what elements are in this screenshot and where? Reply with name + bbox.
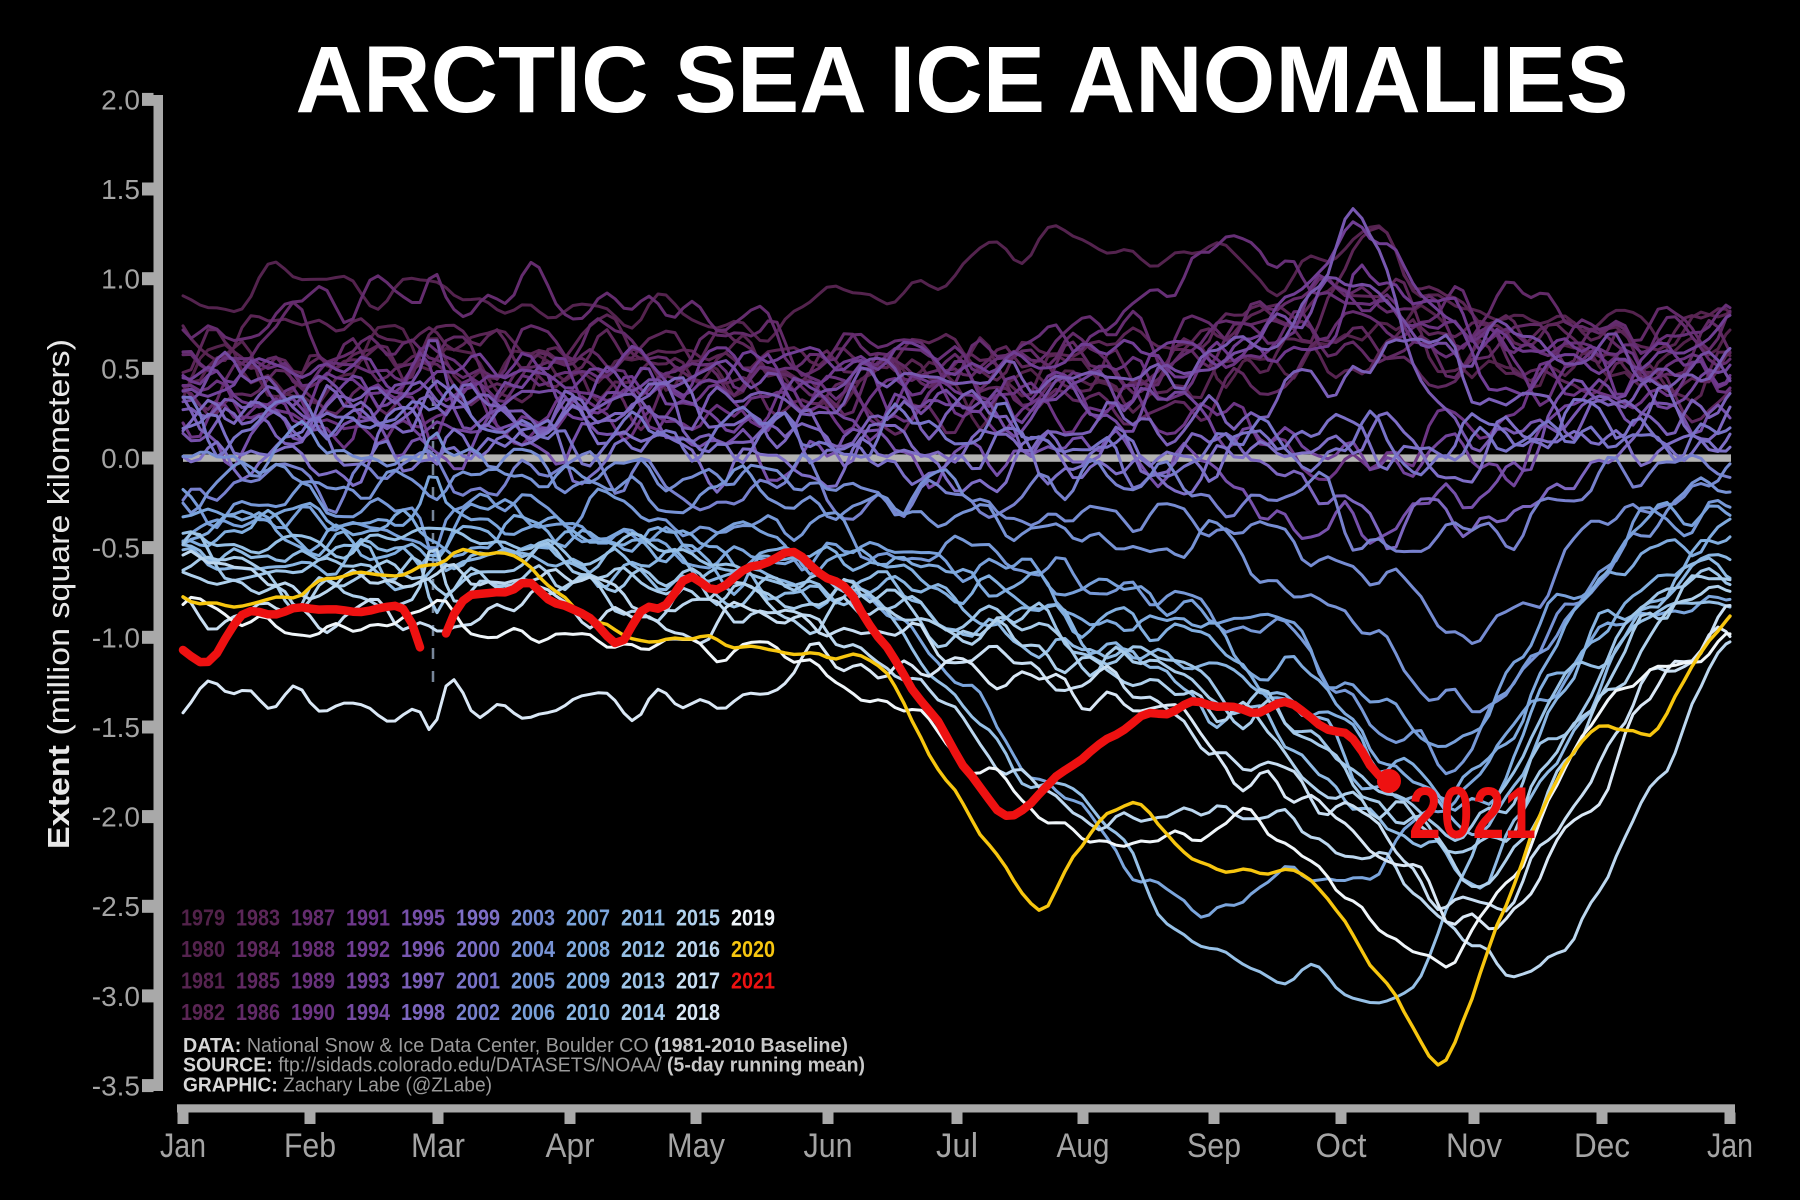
svg-text:ARCTIC SEA ICE ANOMALIES: ARCTIC SEA ICE ANOMALIES (296, 27, 1629, 133)
svg-text:2021: 2021 (731, 968, 775, 994)
svg-text:2004: 2004 (511, 936, 555, 962)
svg-text:1989: 1989 (291, 968, 335, 994)
svg-text:GRAPHIC: Zachary Labe (@ZLabe): GRAPHIC: Zachary Labe (@ZLabe) (183, 1073, 492, 1096)
svg-text:2016: 2016 (676, 936, 720, 962)
svg-text:2003: 2003 (511, 905, 555, 931)
svg-text:1987: 1987 (291, 905, 335, 931)
svg-text:0.5: 0.5 (101, 353, 140, 384)
svg-text:1981: 1981 (181, 968, 225, 994)
svg-text:-0.5: -0.5 (92, 533, 140, 564)
svg-text:Mar: Mar (411, 1127, 465, 1165)
svg-text:2013: 2013 (621, 968, 665, 994)
svg-text:2007: 2007 (566, 905, 610, 931)
svg-text:1988: 1988 (291, 936, 335, 962)
svg-text:2005: 2005 (511, 968, 555, 994)
svg-text:2008: 2008 (566, 936, 610, 962)
svg-text:Sep: Sep (1187, 1127, 1241, 1165)
svg-text:2018: 2018 (676, 999, 720, 1025)
svg-text:1984: 1984 (236, 936, 280, 962)
svg-text:Nov: Nov (1446, 1127, 1502, 1165)
svg-text:2006: 2006 (511, 999, 555, 1025)
svg-text:-2.5: -2.5 (92, 891, 140, 922)
svg-text:1998: 1998 (401, 999, 445, 1025)
svg-text:Jan: Jan (1707, 1127, 1753, 1165)
svg-text:Aug: Aug (1057, 1127, 1110, 1165)
svg-text:1995: 1995 (401, 905, 445, 931)
svg-text:1997: 1997 (401, 968, 445, 994)
svg-text:1985: 1985 (236, 968, 280, 994)
svg-text:Jun: Jun (804, 1127, 853, 1165)
svg-text:2015: 2015 (676, 905, 720, 931)
svg-text:1991: 1991 (346, 905, 390, 931)
svg-text:Jul: Jul (936, 1127, 978, 1165)
svg-text:SOURCE: ftp://sidads.colorado.: SOURCE: ftp://sidads.colorado.edu/DATASE… (183, 1054, 865, 1077)
svg-text:Jan: Jan (160, 1127, 206, 1165)
svg-text:DATA: National Snow & Ice Data: DATA: National Snow & Ice Data Center, B… (183, 1034, 848, 1057)
svg-text:0.0: 0.0 (101, 443, 140, 474)
svg-text:2019: 2019 (731, 905, 775, 931)
svg-text:1990: 1990 (291, 999, 335, 1025)
svg-text:1979: 1979 (181, 905, 225, 931)
svg-text:May: May (667, 1127, 725, 1165)
svg-text:-3.0: -3.0 (92, 981, 140, 1012)
svg-text:2014: 2014 (621, 999, 665, 1025)
svg-text:2002: 2002 (456, 999, 500, 1025)
svg-text:2021: 2021 (1409, 773, 1536, 854)
svg-text:Extent (million square kilomet: Extent (million square kilometers) (41, 339, 76, 849)
svg-text:Oct: Oct (1316, 1127, 1368, 1165)
svg-text:Feb: Feb (284, 1127, 336, 1165)
svg-text:-2.0: -2.0 (92, 802, 140, 833)
svg-text:-3.5: -3.5 (92, 1071, 140, 1102)
svg-text:1.5: 1.5 (101, 174, 140, 205)
svg-text:1980: 1980 (181, 936, 225, 962)
svg-text:2020: 2020 (731, 936, 775, 962)
svg-text:1993: 1993 (346, 968, 390, 994)
svg-text:2.0: 2.0 (101, 84, 140, 115)
svg-text:2010: 2010 (566, 999, 610, 1025)
svg-text:1999: 1999 (456, 905, 500, 931)
svg-text:Apr: Apr (546, 1127, 595, 1165)
svg-text:2017: 2017 (676, 968, 720, 994)
svg-text:1982: 1982 (181, 999, 225, 1025)
svg-text:-1.0: -1.0 (92, 622, 140, 653)
svg-text:2001: 2001 (456, 968, 500, 994)
svg-text:1996: 1996 (401, 936, 445, 962)
svg-text:1992: 1992 (346, 936, 390, 962)
svg-text:1983: 1983 (236, 905, 280, 931)
svg-text:2011: 2011 (621, 905, 665, 931)
svg-text:2009: 2009 (566, 968, 610, 994)
svg-text:2000: 2000 (456, 936, 500, 962)
svg-text:Dec: Dec (1574, 1127, 1630, 1165)
svg-text:-1.5: -1.5 (92, 712, 140, 743)
svg-text:2012: 2012 (621, 936, 665, 962)
svg-text:1.0: 1.0 (101, 264, 140, 295)
svg-text:1994: 1994 (346, 999, 390, 1025)
svg-text:1986: 1986 (236, 999, 280, 1025)
